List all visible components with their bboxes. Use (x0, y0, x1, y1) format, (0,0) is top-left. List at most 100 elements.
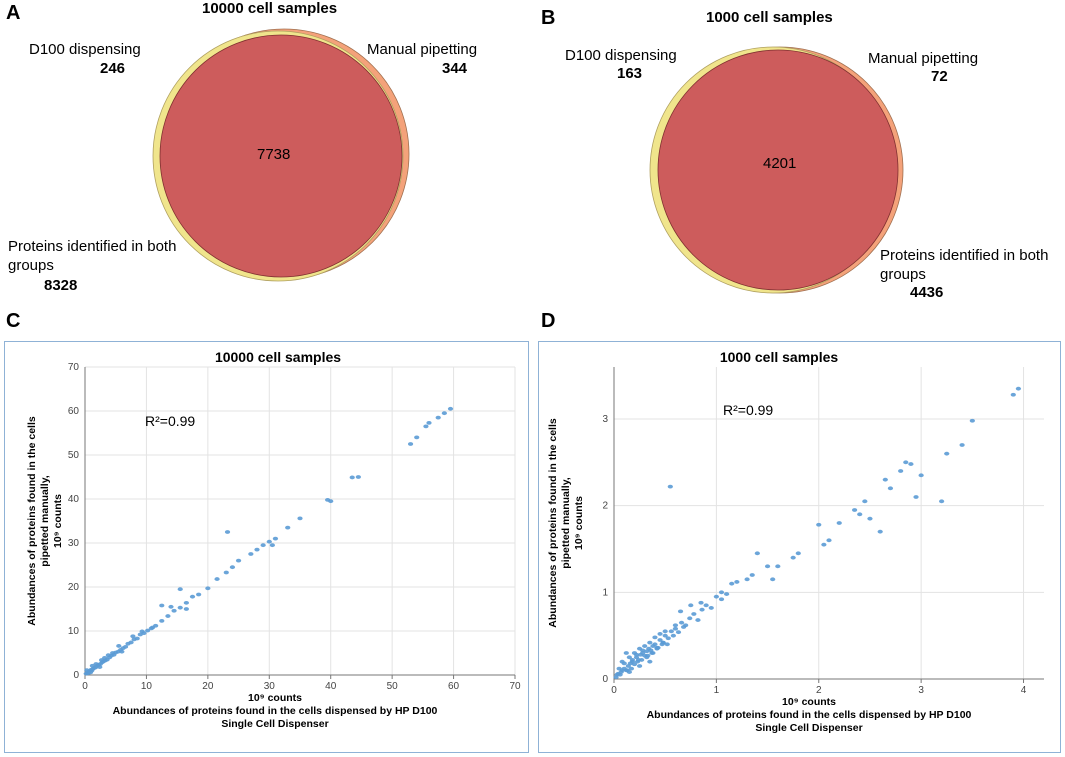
chart-d-point (1015, 386, 1022, 391)
chart-c-point (89, 663, 95, 668)
venn-b (649, 46, 904, 294)
chart-d-point (898, 469, 904, 473)
chart-c-point (171, 608, 177, 613)
chart-d-point (687, 616, 693, 621)
chart-c-point (224, 530, 231, 534)
venn-a-both-label-1: Proteins identified in both (8, 238, 177, 255)
chart-c-annotation: R²=0.99 (145, 413, 195, 429)
venn-a-overlap (159, 34, 403, 278)
venn-b-left-value: 163 (617, 65, 643, 82)
chart-c-point (297, 516, 303, 521)
chart-c-point (134, 636, 140, 641)
chart-d-point (647, 659, 653, 664)
chart-c-xlabel-1: 10⁹ counts (248, 692, 302, 704)
panel-label-b: B (541, 7, 556, 29)
chart-c-ytick-label: 10 (68, 626, 80, 637)
chart-c-point (87, 670, 94, 675)
chart-c-xtick-label: 70 (509, 681, 521, 692)
chart-c-point (189, 594, 196, 599)
chart-d-point (862, 499, 868, 504)
chart-d-point (634, 659, 641, 664)
chart-d-point (744, 577, 750, 582)
chart-d-point (645, 653, 651, 658)
chart-d-point (695, 618, 701, 622)
chart-d-point (708, 606, 714, 610)
chart-d-point (1010, 392, 1016, 397)
chart-d-ylabel-2: pipetted manually, (560, 477, 572, 568)
chart-d-point (628, 666, 635, 671)
chart-d-point (749, 573, 755, 577)
chart-c-point (159, 618, 165, 623)
chart-c-point (177, 605, 183, 610)
chart-c-point (223, 570, 229, 575)
venn-a-left-label: D100 dispensing (29, 41, 141, 58)
chart-d-point (713, 594, 719, 599)
chart-c-point (254, 547, 260, 552)
chart-c-point (328, 499, 334, 504)
chart-d-ylabel-1: Abundances of proteins found in the cell… (547, 418, 559, 628)
chart-c-ylabel-3: 10⁹ counts (52, 494, 64, 548)
chart-d-point (877, 529, 883, 534)
chart-c-point (145, 628, 151, 633)
chart-c-point (84, 668, 90, 673)
chart-d-point (795, 551, 801, 556)
chart-c: 0 10 20 30 40 50 60 70 0 10 20 30 40 50 60 70 10000 cell… (26, 349, 521, 730)
chart-d-frame: 0 1 2 3 4 0 1 2 3 1000 cell samples R²=0.99 Abundan… (538, 341, 1061, 753)
chart-c-point (355, 475, 361, 479)
chart-c-xtick-label: 10 (141, 681, 153, 692)
chart-c-ylabel-2: pipetted manually, (39, 475, 51, 566)
chart-d-point (816, 522, 822, 527)
chart-d-point (918, 473, 924, 478)
venn-a-title: 10000 cell samples (202, 0, 338, 17)
venn-b-right-label: Manual pipetting (868, 50, 979, 67)
chart-d-point (698, 600, 704, 605)
chart-d-point (691, 612, 697, 616)
venn-a-right-label: Manual pipetting (367, 41, 478, 58)
chart-d-point (959, 443, 965, 447)
panel-label-c: C (6, 310, 21, 332)
chart-c-point (407, 442, 414, 446)
chart-c-ytick-label: 50 (68, 450, 80, 461)
venn-b-title: 1000 cell samples (706, 9, 833, 26)
chart-d-point (649, 651, 655, 655)
chart-d: 0 1 2 3 4 0 1 2 3 1000 cell samples R²=0.99 Abundan… (547, 349, 1044, 734)
chart-d-point (724, 592, 730, 596)
chart-d-point (657, 632, 663, 636)
chart-c-point (441, 411, 447, 416)
chart-d-ytick-label: 3 (602, 414, 608, 425)
chart-c-point (269, 543, 275, 548)
chart-c-xtick-label: 40 (325, 681, 337, 692)
chart-d-point (640, 648, 646, 653)
chart-d-point (668, 629, 674, 634)
chart-d-point (633, 652, 640, 657)
chart-d-point (652, 642, 658, 647)
chart-c-point (196, 592, 202, 597)
chart-c-ytick-label: 60 (68, 406, 80, 417)
chart-c-point (266, 539, 272, 544)
chart-c-point (423, 424, 429, 429)
chart-d-point (623, 651, 629, 655)
chart-d-ytick-label: 1 (602, 587, 608, 598)
chart-d-point (631, 662, 638, 667)
chart-c-point (435, 415, 441, 420)
chart-d-point (618, 670, 624, 674)
venn-a-both-value: 8328 (44, 277, 78, 294)
chart-d-xtick-label: 0 (611, 685, 617, 696)
chart-d-ytick-label: 0 (602, 674, 608, 685)
chart-d-point (821, 542, 827, 547)
chart-d-point (718, 597, 725, 602)
chart-d-point (688, 603, 694, 608)
chart-d-point (764, 564, 771, 569)
chart-c-point (349, 475, 355, 480)
venn-a-center-value: 7738 (257, 146, 291, 163)
chart-c-xlabel-3: Single Cell Dispenser (221, 718, 328, 730)
chart-c-title: 10000 cell samples (215, 349, 341, 365)
chart-d-xtick-label: 3 (918, 685, 924, 696)
chart-d-point (770, 577, 776, 582)
chart-c-point (205, 586, 211, 591)
venn-a (152, 28, 410, 282)
panel-label-a: A (6, 2, 21, 24)
chart-d-point (652, 635, 658, 640)
chart-c-point (235, 558, 242, 563)
chart-c-frame: 0 10 20 30 40 50 60 70 0 10 20 30 40 50 60 70 10000 cell… (4, 341, 529, 753)
